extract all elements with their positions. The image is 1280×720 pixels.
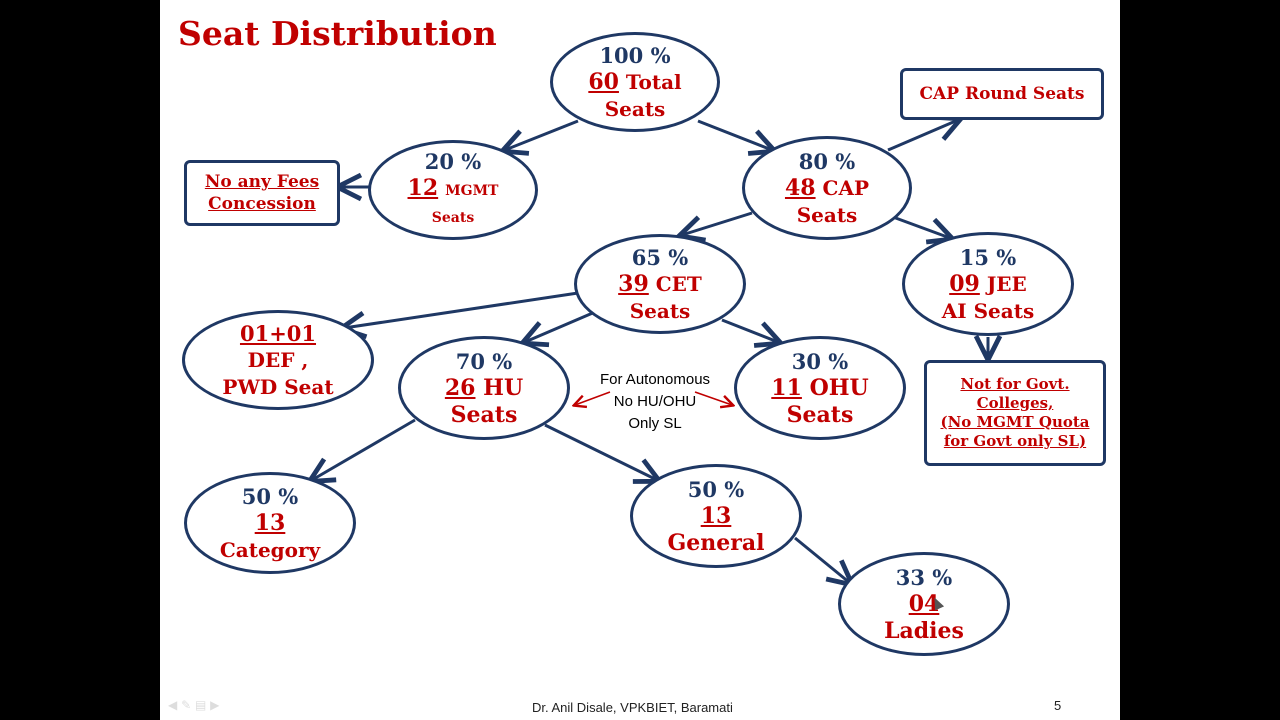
arrow-hu-category [312, 418, 416, 480]
node-jee-text2: AI Seats [941, 298, 1035, 323]
node-ladies-pct: 33 % [895, 564, 953, 590]
node-cet-text: CET [655, 271, 702, 296]
box-cap-round-seats: CAP Round Seats [900, 68, 1104, 120]
node-total-seats: 100 % 60 Total Seats [550, 32, 720, 132]
node-jee-num: 09 [949, 270, 980, 297]
box-govt-line4: for Govt only SL) [943, 432, 1087, 450]
node-ohu-num: 11 [771, 374, 802, 401]
autonomous-note: For Autonomous No HU/OHU Only SL [580, 369, 730, 435]
node-general-num: 13 [700, 502, 732, 529]
node-ladies-text2: Ladies [884, 617, 964, 644]
arrow-cet-hu [525, 310, 596, 342]
node-mgmt-pct: 20 % [424, 149, 482, 174]
node-cap-seats: 80 % 48 CAP Seats [742, 136, 912, 240]
node-total-num: 60 [588, 68, 619, 95]
node-ohu-text2: Seats [786, 401, 854, 428]
node-hu-text2: Seats [450, 401, 518, 428]
box-no-fees-concession: No any Fees Concession [184, 160, 340, 226]
arrow-total-cap [697, 119, 772, 150]
node-ladies-num: 04 [908, 590, 940, 617]
node-hu-num: 26 [444, 374, 476, 401]
note-line2: No HU/OHU [613, 393, 697, 410]
node-mgmt-num: 12 [407, 175, 439, 201]
slide-title: Seat Distribution [178, 14, 497, 53]
box-cap-round-text: CAP Round Seats [919, 84, 1085, 104]
note-line1: For Autonomous [599, 371, 711, 388]
node-hu-pct: 70 % [455, 348, 513, 374]
arrow-cap-cet [682, 211, 753, 235]
node-jee-text: JEE [986, 271, 1027, 296]
next-slide-icon[interactable]: ▶ [210, 698, 220, 712]
node-def-line1: 01+01 [239, 320, 317, 346]
menu-icon[interactable]: ▤ [194, 698, 207, 712]
prev-slide-icon[interactable]: ◀ [168, 698, 178, 712]
note-line3: Only SL [628, 415, 682, 432]
arrow-total-mgmt [505, 119, 579, 150]
arrow-general-ladies [794, 536, 850, 583]
footer-author: Dr. Anil Disale, VPKBIET, Baramati [532, 700, 733, 715]
note-arrow-right [694, 391, 732, 405]
box-govt-line2: Colleges, [976, 394, 1054, 412]
footer-page-number: 5 [1054, 698, 1062, 713]
node-def-pwd-seats: 01+01 DEF , PWD Seat [182, 310, 374, 410]
box-govt-line1: Not for Govt. [960, 375, 1070, 393]
note-arrow-left [575, 391, 611, 405]
node-general-text2: General [667, 529, 765, 556]
node-general-seats: 50 % 13 General [630, 464, 802, 568]
node-def-line3: PWD Seat [222, 374, 334, 399]
node-total-pct: 100 % [599, 42, 671, 68]
arrow-cap-caproundbox [887, 120, 958, 152]
node-cap-text: CAP [822, 175, 870, 200]
node-general-pct: 50 % [687, 476, 745, 502]
node-ohu-pct: 30 % [791, 348, 849, 374]
node-hu-seats: 70 % 26 HU Seats [398, 336, 570, 440]
node-hu-text: HU [483, 374, 524, 401]
pen-icon[interactable]: ✎ [181, 698, 192, 712]
arrow-cet-def [344, 291, 579, 328]
node-category-num: 13 [254, 509, 286, 536]
node-total-text: Total [625, 69, 682, 94]
node-cap-text2: Seats [796, 202, 858, 227]
node-mgmt-text: MGMT [445, 183, 499, 199]
node-cap-num: 48 [784, 174, 816, 201]
slide: Seat Distribution 100 % 60 Total Seats 2… [160, 0, 1120, 720]
node-cet-pct: 65 % [631, 244, 689, 270]
node-cet-text2: Seats [629, 298, 691, 323]
node-category-pct: 50 % [241, 483, 299, 509]
node-mgmt-seats: 20 % 12 MGMT Seats [368, 140, 538, 240]
box-fees-line1: No any Fees [204, 172, 320, 192]
node-total-text2: Seats [604, 96, 666, 121]
box-govt-line3: (No MGMT Quota [940, 413, 1090, 431]
slideshow-toolbar[interactable]: ◀ ✎ ▤ ▶ [168, 698, 219, 712]
node-ohu-seats: 30 % 11 OHU Seats [734, 336, 906, 440]
node-jee-pct: 15 % [959, 244, 1017, 270]
arrow-cet-ohu [721, 318, 778, 342]
arrow-hu-general [544, 423, 657, 480]
node-ohu-text: OHU [809, 374, 869, 401]
box-not-for-govt: Not for Govt. Colleges, (No MGMT Quota f… [924, 360, 1106, 466]
box-fees-line2: Concession [208, 194, 316, 214]
node-cet-seats: 65 % 39 CET Seats [574, 234, 746, 334]
node-jee-seats: 15 % 09 JEE AI Seats [902, 232, 1074, 336]
node-ladies-seats: 33 % 04 Ladies [838, 552, 1010, 656]
node-category-text2: Category [219, 537, 321, 562]
node-category-seats: 50 % 13 Category [184, 472, 356, 574]
node-mgmt-text2: Seats [431, 210, 475, 226]
node-cet-num: 39 [618, 270, 649, 297]
node-def-line2: DEF , [247, 347, 309, 372]
node-cap-pct: 80 % [798, 148, 856, 174]
